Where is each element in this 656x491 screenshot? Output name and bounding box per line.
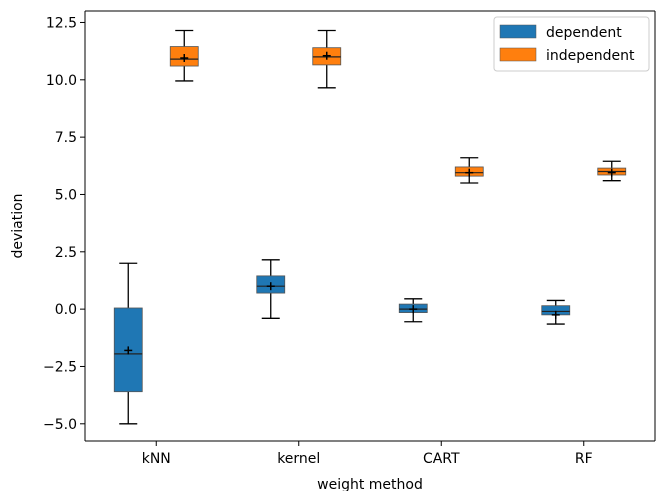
x-tick-label-knn: kNN [142,451,171,467]
y-tick-label: 5.0 [55,187,77,203]
y-tick-label: 10.0 [46,73,77,89]
legend: dependent independent [493,16,650,72]
x-axis-title: weight method [317,477,423,491]
box-dependent-kernel [256,259,286,319]
axes: −5.0 −2.5 0.0 2.5 5.0 7.5 10.0 12.5 kNN kernel CAR… [43,10,656,467]
box-dependent-rf [541,299,571,325]
box-independent-knn [169,29,199,82]
legend-label-independent: independent [546,48,635,64]
box-dependent-knn [113,262,143,425]
y-tick-label: −2.5 [43,359,77,375]
box-dependent-cart [398,298,428,323]
x-tick-label-cart: CART [423,451,460,467]
y-tick-label: 0.0 [55,302,77,318]
y-axis-title: deviation [10,193,26,258]
box-independent-cart [454,157,484,184]
y-tick-label: 7.5 [55,130,77,146]
y-tick-label: 2.5 [55,245,77,261]
y-tick-label: −5.0 [43,417,77,433]
box-independent-rf [597,160,627,182]
x-tick-label-kernel: kernel [277,451,320,467]
box-independent-kernel [312,29,342,89]
legend-swatch-independent [499,47,537,62]
legend-label-dependent: dependent [546,25,622,41]
x-tick-label-rf: RF [575,451,593,467]
y-tick-label: 12.5 [46,15,77,31]
plot-area [113,29,627,425]
legend-swatch-dependent [499,24,537,39]
